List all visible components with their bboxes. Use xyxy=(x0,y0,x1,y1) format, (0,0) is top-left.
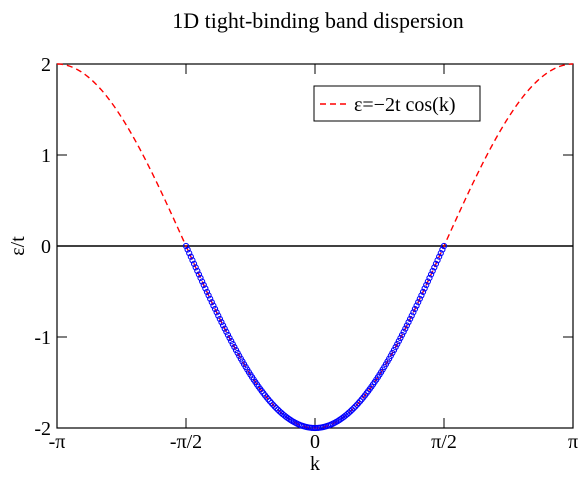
data-point xyxy=(228,337,235,345)
data-point xyxy=(415,299,422,306)
data-point xyxy=(428,271,435,278)
data-point xyxy=(194,267,201,275)
data-point xyxy=(211,305,219,313)
legend: ε=−2t cos(k) xyxy=(313,85,481,122)
data-point xyxy=(192,264,199,271)
data-point xyxy=(395,337,402,345)
data-point xyxy=(184,246,191,253)
data-point xyxy=(403,322,411,329)
data-point xyxy=(189,257,196,264)
data-point xyxy=(353,401,361,408)
data-point xyxy=(273,405,280,412)
data-point xyxy=(199,278,206,285)
data-point xyxy=(203,288,211,296)
data-point xyxy=(226,334,233,342)
data-point xyxy=(434,257,441,264)
x-tick-label: π xyxy=(568,431,578,453)
data-point xyxy=(357,398,364,405)
data-point xyxy=(440,242,448,250)
data-point xyxy=(418,292,425,299)
data-point xyxy=(187,253,194,260)
data-point xyxy=(407,315,414,323)
data-point xyxy=(219,322,227,329)
data-point xyxy=(216,315,223,323)
data-point xyxy=(197,274,204,282)
data-point xyxy=(390,346,398,354)
data-point xyxy=(229,341,236,348)
data-point xyxy=(347,408,354,415)
data-point xyxy=(405,319,412,326)
data-point xyxy=(190,260,198,267)
x-tick-label: π/2 xyxy=(431,431,457,453)
data-point xyxy=(266,398,273,405)
data-point xyxy=(205,292,212,299)
data-point xyxy=(437,250,444,257)
data-point xyxy=(392,344,399,351)
data-point xyxy=(265,396,272,403)
y-tick-label: 0 xyxy=(41,236,51,258)
data-point xyxy=(202,285,209,292)
data-point xyxy=(432,260,440,267)
data-point xyxy=(411,305,419,313)
data-point xyxy=(394,341,401,348)
data-point xyxy=(421,285,428,292)
data-point xyxy=(419,288,427,296)
tick-labels: -π -π/2 0 π/2 π -2 -1 0 1 2 xyxy=(34,54,578,453)
data-point xyxy=(182,242,190,250)
y-tick-label: 2 xyxy=(41,54,51,76)
series-line-dispersion xyxy=(56,63,574,429)
data-point xyxy=(195,271,202,278)
data-point xyxy=(402,325,409,332)
x-axis-label: k xyxy=(310,453,320,475)
data-point xyxy=(431,264,438,271)
data-point xyxy=(429,267,436,275)
data-point xyxy=(231,344,238,351)
data-point xyxy=(210,302,217,309)
y-axis-label: ε/t xyxy=(7,236,29,256)
data-point xyxy=(218,319,225,326)
data-point xyxy=(269,401,277,408)
data-point xyxy=(400,328,407,335)
data-point xyxy=(208,299,215,306)
y-tick-label: 1 xyxy=(41,145,51,167)
data-point xyxy=(424,278,431,285)
legend-label: ε=−2t cos(k) xyxy=(354,94,456,116)
data-point xyxy=(200,281,207,289)
data-point xyxy=(426,274,433,282)
data-point xyxy=(350,405,357,412)
data-point xyxy=(352,403,359,410)
data-point xyxy=(268,399,275,407)
data-point xyxy=(348,406,356,413)
occupied-state-markers xyxy=(182,242,448,432)
data-point xyxy=(416,295,423,302)
data-point xyxy=(439,246,446,253)
data-point xyxy=(215,312,222,319)
data-point xyxy=(186,250,193,257)
x-tick-label: -π xyxy=(49,431,66,453)
data-point xyxy=(224,331,232,339)
data-point xyxy=(271,403,278,410)
y-tick-label: -1 xyxy=(34,327,51,349)
data-point xyxy=(221,325,228,332)
data-point xyxy=(413,302,420,309)
y-tick-label: -2 xyxy=(34,418,51,440)
data-point xyxy=(213,309,220,316)
data-point xyxy=(355,399,362,407)
x-tick-label: 0 xyxy=(310,431,320,453)
data-point xyxy=(207,295,214,302)
data-point xyxy=(436,253,443,260)
x-tick-label: -π/2 xyxy=(170,431,202,453)
data-point xyxy=(410,309,417,316)
chart-title: 1D tight-binding band dispersion xyxy=(172,8,463,33)
data-point xyxy=(397,334,404,342)
data-point xyxy=(223,328,230,335)
data-point xyxy=(408,312,415,319)
data-point xyxy=(398,331,406,339)
data-point xyxy=(423,281,430,289)
